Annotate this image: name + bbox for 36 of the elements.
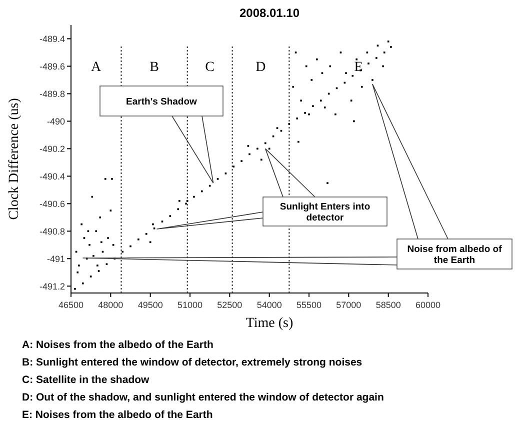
text: D: Out of the shadow, and sunlight entered the window of detector again [22, 392, 384, 404]
y-tick-label: -491.2 [39, 281, 65, 292]
text: A: Noises from the albedo of the Earth [22, 339, 214, 351]
annotation: Noise from albedo of the Earth [407, 244, 503, 266]
y-tick-label: -489.4 [39, 34, 65, 44]
annotation: E [354, 60, 363, 75]
y-axis-title: Clock Difference (us) [7, 98, 22, 220]
x-tick-label: 60000 [415, 300, 441, 310]
x-tick-label: 54000 [256, 300, 282, 310]
y-tick-label: -490.8 [39, 226, 65, 236]
y-tick-label: -489.6 [39, 61, 65, 72]
annotation: Sunlight Enters into detector [280, 201, 370, 224]
x-tick-label: 58500 [376, 300, 401, 310]
x-tick-label: 46500 [58, 300, 84, 310]
annotation: A [91, 60, 102, 75]
y-tick-label: -490.4 [39, 171, 65, 182]
text: B: Sunlight entered the window of detector, extremely strong noises [22, 356, 362, 368]
y-tick-label: -489.8 [39, 88, 65, 99]
chart-title: 2008.01.10 [239, 6, 300, 20]
x-tick-label: 52500 [217, 300, 242, 310]
text: C: Satellite in the shadow [22, 374, 150, 386]
y-tick-label: -491 [46, 254, 65, 264]
y-tick-label: -490.2 [39, 144, 65, 154]
annotation: D [256, 60, 266, 75]
annotation: C [205, 60, 215, 75]
x-tick-label: 51000 [177, 300, 203, 310]
annotation: B [150, 60, 159, 75]
x-tick-label: 57000 [336, 300, 362, 310]
y-tick-label: -490.6 [39, 198, 65, 209]
x-tick-label: 49500 [138, 300, 163, 310]
x-tick-label: 48000 [98, 300, 124, 310]
y-tick-label: -490 [46, 116, 65, 126]
annotation: Earth's Shadow [126, 96, 198, 108]
text: E: Noises from the albedo of the Earth [22, 409, 213, 421]
x-axis-title: Time (s) [246, 316, 294, 331]
x-tick-label: 55500 [296, 300, 322, 310]
